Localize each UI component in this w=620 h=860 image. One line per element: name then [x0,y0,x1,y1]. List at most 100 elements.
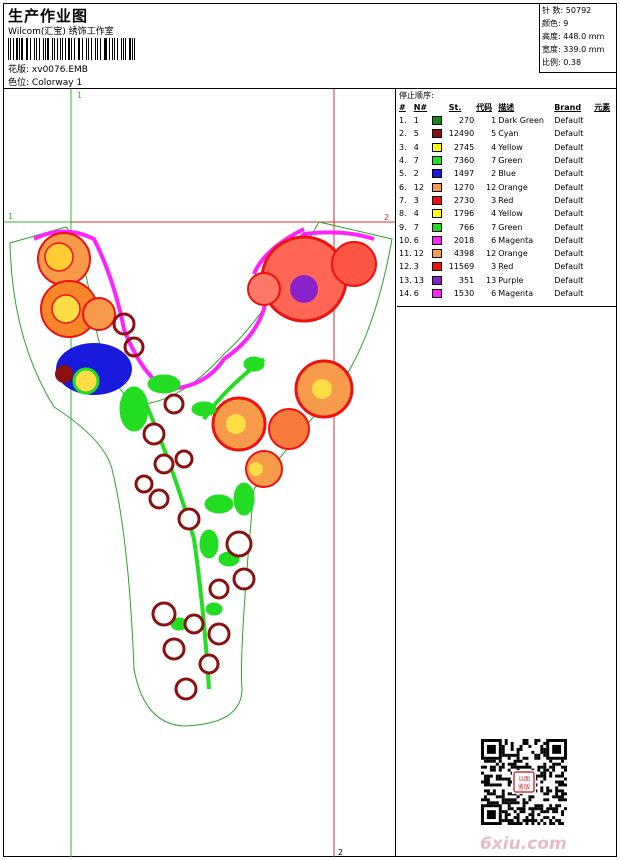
guide-label-v2: 2 [338,848,343,857]
design-name: 花版: xv0076.EMB [8,62,88,75]
stop-element [593,207,611,220]
stop-description: Yellow [498,142,523,152]
stop-row: 10. 6 2018 6 Magenta Default [398,234,611,247]
stop-row: 5. 2 1497 2 Blue Default [398,167,611,180]
stop-code: 5 [491,129,497,139]
sheet-title: 生产作业图 [8,7,89,25]
header-code: 代码 [476,103,493,112]
stop-index: 12. [399,262,412,272]
barcode-image [8,38,138,60]
stat-colors: 颜色: 9 [542,19,569,28]
guide-label-v1: 1 [77,91,82,100]
colorway-value: Colorway 1 [31,78,83,88]
sheet-header: 生产作业图 Wilcom(汇宝) 绣饰工作室 花版: xv0076.EMB 色位… [4,4,616,89]
stop-row: 6. 12 1270 12 Orange Default [398,180,611,193]
stop-element [593,220,611,233]
stop-code: 12 [486,249,497,259]
header-swatch [431,101,448,114]
stop-code: 12 [486,182,497,192]
guide-label-h2: 2 [384,213,389,222]
stop-description: Red [498,262,514,272]
color-swatch [431,274,448,287]
stop-row: 12. 3 11569 3 Red Default [398,260,611,273]
stop-index: 7. [399,195,407,205]
stop-stitches: 1530 [453,289,475,298]
stop-needle: 4 [413,142,419,152]
stop-code: 7 [491,222,497,232]
stop-index: 9. [399,222,407,232]
stop-code: 3 [491,195,497,205]
stop-element [593,141,611,154]
stop-stitches: 1270 [453,182,475,192]
stop-sequence-table: # N# St. 代码 描述 Brand 元素 1. 1 270 1 Dark Gree… [398,101,611,300]
stop-element [593,247,611,260]
color-swatch [431,114,448,127]
svg-text:鉴版: 鉴版 [518,783,530,791]
stop-needle: 5 [413,129,419,139]
stop-brand: Default [554,235,584,245]
header-stitches: St. [448,103,462,112]
stop-element [593,274,611,287]
stop-brand: Default [554,116,584,126]
design-stats: 针 数: 50792 颜色: 9 高度: 448.0 mm 宽度: 339.0 … [539,4,616,73]
stop-needle: 12 [413,249,424,259]
stop-stitches: 1497 [453,169,475,179]
stop-index: 14. [399,289,412,298]
header-description: 描述 [498,103,515,112]
stop-brand: Default [554,195,584,205]
color-swatch [431,180,448,193]
stop-needle: 3 [413,262,419,272]
stop-row: 3. 4 2745 4 Yellow Default [398,141,611,154]
stop-needle: 6 [413,289,419,298]
stop-element [593,287,611,300]
stop-needle: 12 [413,182,424,192]
embroidery-design-image: 1 2 1 2 [4,89,395,857]
stop-index: 11. [399,249,412,259]
stop-sequence-panel: 停止顺序: # N# St. 代码 描述 Brand 元素 1. 1 270 1 Dar… [397,89,616,307]
stop-code: 7 [491,156,497,166]
color-swatch [431,260,448,273]
stop-needle: 6 [413,235,419,245]
color-swatch [431,220,448,233]
stop-needle: 13 [413,275,424,285]
stop-table-header: # N# St. 代码 描述 Brand 元素 [398,101,611,114]
stop-stitches: 2745 [453,142,475,152]
stat-stitches: 针 数: 50792 [542,6,592,15]
stop-row: 14. 6 1530 6 Magenta Default [398,287,611,300]
stop-row: 8. 4 1796 4 Yellow Default [398,207,611,220]
stop-brand: Default [554,289,584,298]
stop-needle: 7 [413,156,419,166]
stop-element [593,180,611,193]
stop-code: 4 [491,209,497,219]
stop-brand: Default [554,129,584,139]
stop-brand: Default [554,262,584,272]
header-brand: Brand [554,103,582,112]
stop-code: 1 [491,116,497,126]
stat-scale: 比例: 0.38 [542,58,582,67]
stop-description: Green [498,156,523,166]
color-swatch [431,194,448,207]
stat-width: 宽度: 339.0 mm [542,45,605,54]
stop-description: Yellow [498,209,523,219]
stop-brand: Default [554,156,584,166]
stop-stitches: 11569 [448,262,475,272]
qr-stamp-text: 以图 [518,776,530,783]
stop-index: 5. [399,169,407,179]
stop-element [593,194,611,207]
stop-code: 2 [491,169,497,179]
stop-row: 11. 12 4398 12 Orange Default [398,247,611,260]
color-swatch [431,207,448,220]
stop-stitches: 1796 [453,209,475,219]
stop-brand: Default [554,209,584,219]
stop-needle: 7 [413,222,419,232]
design-label: 花版: [8,65,30,75]
stop-description: Orange [498,249,528,259]
stat-height: 高度: 448.0 mm [542,32,605,41]
stop-stitches: 270 [458,116,475,126]
stop-row: 2. 5 12490 5 Cyan Default [398,127,611,140]
stop-index: 10. [399,235,412,245]
stop-index: 8. [399,209,407,219]
stop-description: Dark Green [498,116,544,126]
stop-brand: Default [554,182,584,192]
